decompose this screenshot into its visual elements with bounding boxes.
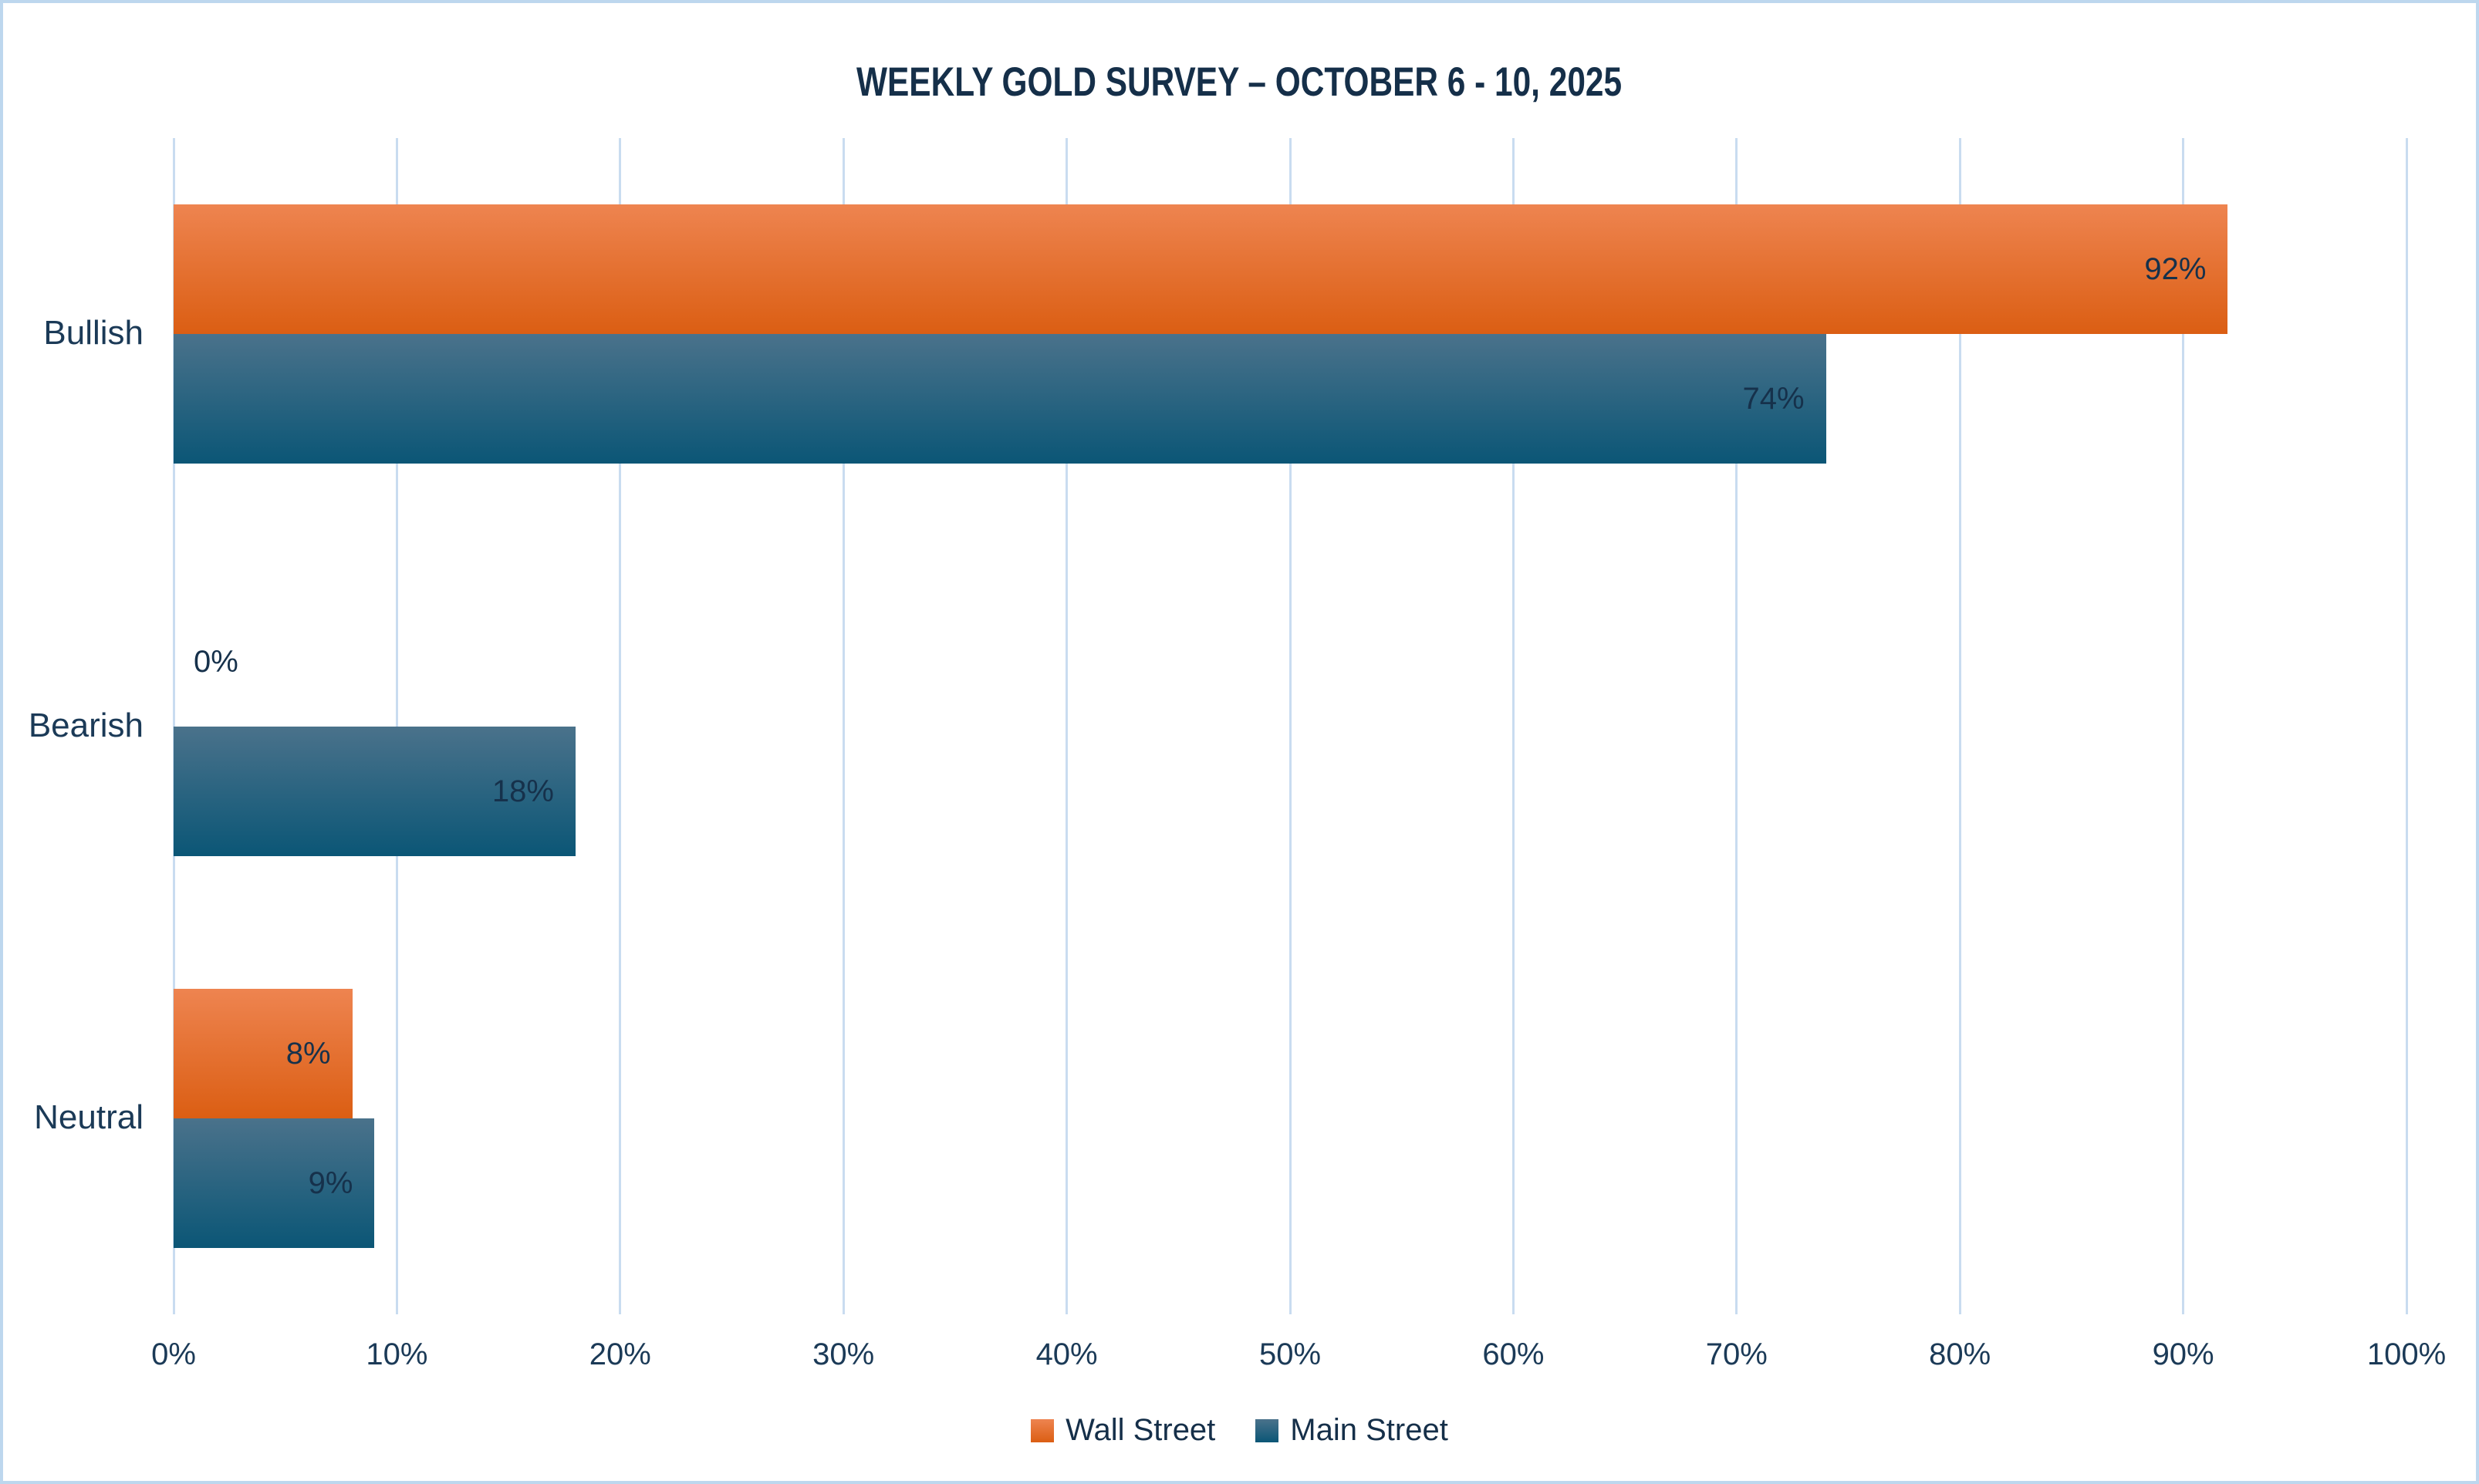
gridline-80%: [1958, 138, 1961, 1314]
x-tick-label: 0%: [151, 1337, 196, 1371]
legend-label: Wall Street: [1066, 1413, 1216, 1447]
chart-title-row: WEEKLY GOLD SURVEY – OCTOBER 6 - 10, 202…: [3, 59, 2476, 106]
bar-main-street-neutral: [174, 1118, 375, 1248]
gridline-30%: [842, 138, 845, 1314]
gridline-100%: [2405, 138, 2408, 1314]
category-label-bearish: Bearish: [28, 706, 144, 744]
x-tick-label: 50%: [1258, 1337, 1322, 1371]
gridline-90%: [2182, 138, 2185, 1314]
bar-main-street-bearish: [174, 726, 576, 856]
x-tick-label: 30%: [812, 1337, 875, 1371]
value-label-main-street-bearish: 18%: [491, 774, 554, 808]
x-tick-label: 20%: [589, 1337, 651, 1371]
x-tick-label: 70%: [1705, 1337, 1768, 1371]
value-label-wall-street-bullish: 92%: [2144, 252, 2207, 287]
bar-wall-street-bullish: [174, 204, 2228, 335]
value-label-wall-street-neutral: 8%: [285, 1036, 331, 1071]
x-tick-label: 100%: [2366, 1337, 2447, 1371]
x-tick-label: 80%: [1929, 1337, 1991, 1371]
chart-title: WEEKLY GOLD SURVEY – OCTOBER 6 - 10, 202…: [856, 59, 1623, 105]
legend-swatch-wall-street: [1031, 1418, 1055, 1442]
bar-main-street-bullish: [174, 334, 1826, 464]
x-tick-label: 40%: [1035, 1337, 1098, 1371]
legend-item-main-street: Main Street: [1255, 1413, 1448, 1448]
legend: Wall Street Main Street: [3, 1413, 2476, 1448]
gridline-70%: [1735, 138, 1738, 1314]
gridline-60%: [1511, 138, 1515, 1314]
legend-item-wall-street: Wall Street: [1031, 1413, 1215, 1448]
value-label-main-street-neutral: 9%: [308, 1165, 353, 1200]
x-tick-label: 90%: [2152, 1337, 2214, 1371]
value-label-main-street-bullish: 74%: [1742, 382, 1805, 417]
gridline-20%: [619, 138, 622, 1314]
legend-label: Main Street: [1290, 1413, 1448, 1447]
bar-wall-street-neutral: [174, 988, 353, 1118]
x-tick-label: 10%: [366, 1337, 428, 1371]
gridline-40%: [1066, 138, 1069, 1314]
value-label-wall-street-bearish: 0%: [194, 644, 238, 679]
x-tick-label: 60%: [1482, 1337, 1545, 1371]
category-label-neutral: Neutral: [34, 1098, 144, 1136]
legend-swatch-main-street: [1255, 1418, 1279, 1442]
gridline-50%: [1288, 138, 1292, 1314]
category-label-bullish: Bullish: [43, 314, 144, 352]
